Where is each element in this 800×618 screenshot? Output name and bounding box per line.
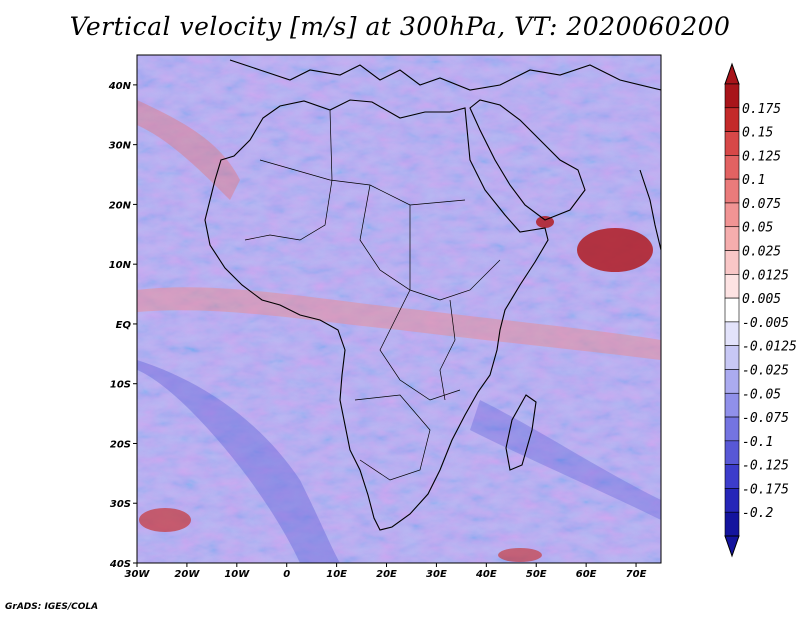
colorbar-label: -0.0125 [742, 340, 797, 355]
colorbar: 0.175 0.15 0.125 0.1 0.075 0.05 0.025 0.0125 0.0… [724, 62, 797, 558]
lat-label: 40N [108, 81, 132, 92]
madagascar-coastline [505, 394, 537, 471]
colorbar-label: -0.025 [742, 363, 789, 378]
colorbar-label: 0.15 [742, 126, 773, 141]
lon-label: 50E [526, 569, 547, 580]
colorbar-label: 0.025 [742, 245, 781, 260]
colorbar-label: -0.075 [742, 411, 789, 426]
ascent-band-northwest [137, 100, 240, 200]
country-borders [244, 109, 501, 481]
india-coastline [639, 169, 661, 251]
colorbar-swatch [724, 416, 740, 442]
lon-label: 30W [125, 569, 151, 580]
colorbar-label: 0.1 [742, 173, 765, 188]
lon-label: 40E [475, 569, 497, 580]
lat-label: 30S [110, 499, 131, 510]
lon-label: 10E [326, 569, 347, 580]
plot-frame [136, 54, 662, 564]
colorbar-swatch [724, 107, 740, 132]
lat-label: 20S [110, 439, 131, 450]
lat-label: 10N [109, 260, 132, 271]
colorbar-swatch [724, 464, 740, 489]
colorbar-swatch [724, 369, 740, 394]
colorbar-label: 0.125 [742, 149, 781, 164]
arabia-coastline [469, 99, 586, 221]
colorbar-swatch [724, 178, 740, 204]
africa-coastline [204, 99, 549, 531]
ascent-south-indian [498, 548, 542, 562]
grads-credit: GrADS: IGES/COLA [5, 602, 99, 612]
lon-label: 0 [283, 569, 290, 580]
lat-label: EQ [116, 320, 132, 331]
colorbar-label: -0.175 [742, 482, 789, 497]
lat-label: 40S [109, 559, 131, 570]
ascent-south-atlantic [139, 508, 191, 532]
colorbar-swatch [724, 155, 740, 180]
strong-ascent-arabian-sea [577, 228, 653, 272]
colorbar-label: -0.005 [742, 316, 789, 331]
colorbar-label: 0.175 [742, 102, 781, 117]
colorbar-swatch [724, 488, 740, 513]
latitude-axis: 40N 30N 20N 10N EQ 10S 20S 30S 40S [108, 81, 137, 570]
colorbar-swatch [724, 83, 740, 109]
colorbar-label: -0.05 [742, 387, 781, 402]
descent-band-atlantic [137, 360, 340, 563]
lon-label: 60E [576, 569, 597, 580]
colorbar-swatch [724, 202, 740, 228]
colorbar-swatch [724, 297, 740, 323]
colorbar-label: -0.125 [742, 459, 789, 474]
ascent-gulf-aden [536, 216, 554, 228]
colorbar-swatch [724, 274, 740, 299]
colorbar-swatch [724, 226, 740, 251]
colorbar-label: 0.005 [742, 292, 781, 307]
field-texture [137, 55, 661, 563]
colorbar-label: 0.05 [742, 221, 773, 236]
longitude-axis: 30W 20W 10W 0 10E 20E 30E 40E 50E 60E 70E [125, 563, 647, 580]
colorbar-top-arrow [724, 62, 740, 85]
colorbar-label: -0.1 [742, 435, 773, 450]
lon-label: 20W [174, 569, 200, 580]
velocity-field [137, 55, 661, 563]
map-title: Vertical velocity [m/s] at 300hPa, VT: 2… [69, 12, 731, 41]
colorbar-label: 0.0125 [742, 268, 789, 283]
lon-label: 20E [376, 569, 397, 580]
colorbar-swatch [724, 511, 740, 537]
lat-label: 20N [109, 200, 132, 211]
lat-label: 30N [109, 141, 132, 152]
colorbar-swatch [724, 250, 740, 275]
mediterranean-north-coast [229, 59, 661, 91]
colorbar-swatch [724, 321, 740, 346]
itcz-band [137, 287, 661, 360]
lat-label: 10S [110, 380, 131, 391]
lon-label: 10W [224, 569, 250, 580]
colorbar-swatch [724, 392, 740, 418]
colorbar-label: 0.075 [742, 197, 781, 212]
lon-label: 70E [626, 569, 647, 580]
descent-band-indian [470, 400, 661, 520]
colorbar-swatch [724, 131, 740, 156]
colorbar-bottom-arrow [724, 535, 740, 558]
colorbar-swatch [724, 440, 740, 465]
lon-label: 30E [426, 569, 447, 580]
colorbar-swatch [724, 345, 740, 370]
colorbar-label: -0.2 [742, 506, 773, 521]
